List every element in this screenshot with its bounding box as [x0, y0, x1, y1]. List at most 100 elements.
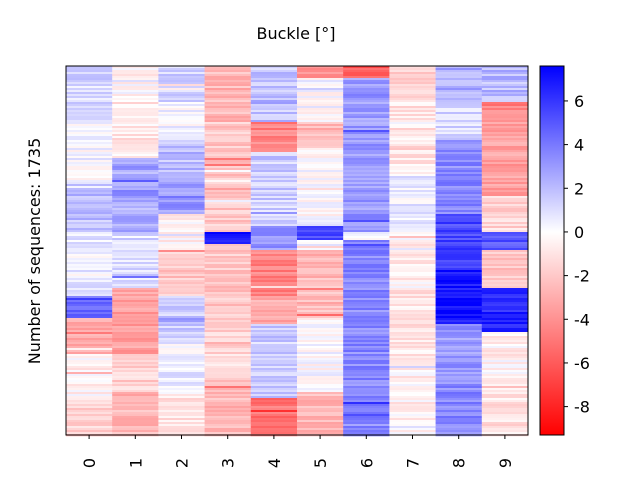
heatmap-cell: [158, 342, 205, 345]
heatmap-cell: [158, 254, 205, 257]
heatmap-cell: [389, 428, 436, 431]
heatmap-cell: [112, 178, 159, 181]
heatmap-cell: [297, 130, 344, 133]
heatmap-cell: [389, 386, 436, 389]
heatmap-cell: [204, 182, 252, 185]
heatmap-cell: [343, 404, 390, 407]
heatmap-cell: [481, 246, 529, 249]
heatmap-cell: [481, 84, 529, 87]
heatmap-cell: [481, 284, 529, 287]
heatmap-cell: [435, 284, 483, 287]
heatmap-cell: [158, 82, 205, 85]
heatmap-cell: [481, 262, 529, 265]
heatmap-cell: [389, 376, 436, 379]
heatmap-cell: [481, 108, 529, 111]
heatmap-cell: [481, 168, 529, 171]
heatmap-cell: [297, 304, 344, 307]
heatmap-cell: [343, 402, 390, 405]
heatmap-cell: [297, 266, 344, 269]
heatmap-cell: [112, 286, 159, 289]
heatmap-cell: [158, 122, 205, 125]
heatmap-cell: [158, 134, 205, 137]
heatmap-cell: [389, 74, 436, 77]
heatmap-cell: [204, 402, 252, 405]
heatmap-cell: [343, 162, 390, 165]
heatmap-cell: [66, 260, 113, 263]
heatmap-cell: [250, 76, 298, 79]
heatmap-cell: [204, 142, 252, 145]
heatmap-cell: [112, 346, 159, 349]
heatmap-cell: [297, 386, 344, 389]
heatmap-cell: [435, 312, 483, 315]
plot-frame: [65, 65, 529, 436]
heatmap-cell: [343, 96, 390, 99]
heatmap-cell: [481, 328, 529, 331]
heatmap-cell: [204, 86, 252, 89]
heatmap-cell: [250, 90, 298, 93]
heatmap-cell: [66, 376, 113, 379]
heatmap-cell: [250, 358, 298, 361]
heatmap-cell: [343, 190, 390, 193]
heatmap-cell: [297, 298, 344, 301]
heatmap-cell: [204, 168, 252, 171]
heatmap-cell: [112, 126, 159, 129]
heatmap-cell: [112, 334, 159, 337]
heatmap-cell: [158, 392, 205, 395]
heatmap-cell: [250, 172, 298, 175]
heatmap-cell: [343, 312, 390, 315]
heatmap-cell: [112, 390, 159, 393]
heatmap-cell: [112, 350, 159, 353]
heatmap-cell: [389, 106, 436, 109]
heatmap-cell: [112, 388, 159, 391]
heatmap-cell: [297, 196, 344, 199]
heatmap-cell: [389, 228, 436, 231]
heatmap-cell: [435, 302, 483, 305]
heatmap-cell: [297, 380, 344, 383]
heatmap-cell: [204, 200, 252, 203]
heatmap-cell: [250, 116, 298, 119]
heatmap-cell: [66, 108, 113, 111]
heatmap-cell: [112, 246, 159, 249]
heatmap-cell: [343, 368, 390, 371]
heatmap-cell: [204, 152, 252, 155]
heatmap-cell: [481, 100, 529, 103]
heatmap-cell: [204, 186, 252, 189]
heatmap-cell: [297, 220, 344, 223]
heatmap-cell: [204, 160, 252, 163]
heatmap-cell: [297, 424, 344, 427]
heatmap-cell: [389, 426, 436, 429]
heatmap-cell: [250, 280, 298, 283]
heatmap-cell: [112, 394, 159, 397]
heatmap-cell: [158, 180, 205, 183]
heatmap-cell: [389, 306, 436, 309]
heatmap-cell: [297, 178, 344, 181]
heatmap-cell: [158, 270, 205, 273]
heatmap-cell: [343, 274, 390, 277]
heatmap-cell: [389, 92, 436, 95]
x-tick-label: 0: [80, 458, 99, 468]
heatmap-cell: [66, 368, 113, 371]
heatmap-cell: [297, 300, 344, 303]
heatmap-cell: [158, 302, 205, 305]
heatmap-cell: [389, 394, 436, 397]
heatmap-cell: [158, 236, 205, 239]
heatmap-cell: [250, 122, 298, 125]
heatmap-cell: [389, 280, 436, 283]
heatmap-cell: [66, 272, 113, 275]
heatmap-cell: [158, 166, 205, 169]
heatmap-cell: [250, 258, 298, 261]
heatmap-cell: [66, 218, 113, 221]
heatmap-cell: [204, 294, 252, 297]
heatmap-cell: [66, 332, 113, 335]
heatmap-cell: [435, 188, 483, 191]
heatmap-cell: [389, 182, 436, 185]
heatmap-cell: [297, 426, 344, 429]
heatmap-cell: [435, 186, 483, 189]
heatmap-cell: [112, 78, 159, 81]
heatmap-cell: [297, 240, 344, 243]
heatmap-cell: [389, 308, 436, 311]
heatmap-cell: [343, 202, 390, 205]
heatmap-cell: [389, 340, 436, 343]
heatmap-cell: [204, 138, 252, 141]
heatmap-cell: [204, 342, 252, 345]
